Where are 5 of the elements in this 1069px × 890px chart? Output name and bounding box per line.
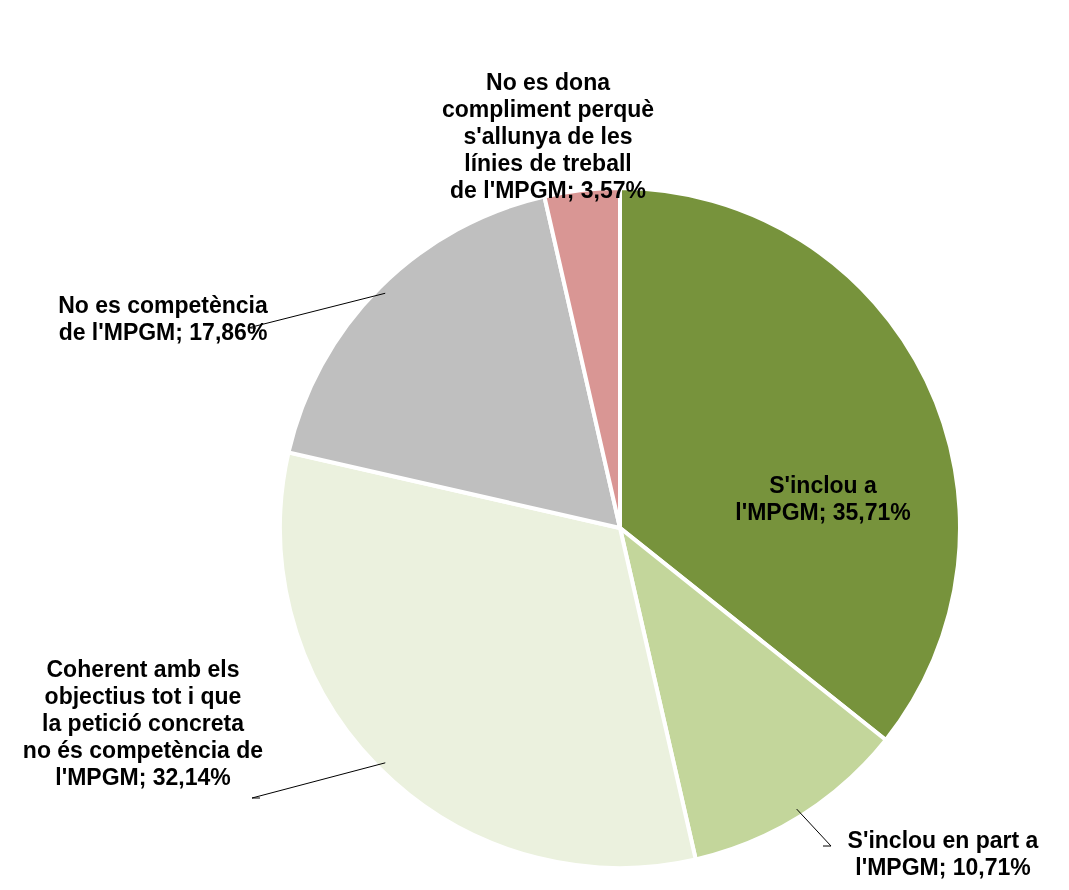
slice-label: No es dona compliment perquè s'allunya de les línies de treball de l'MPGM; 3,57% <box>441 69 655 203</box>
slice-label: S'inclou a l'MPGM; 35,71% <box>735 471 911 525</box>
slice-label: Coherent amb els objectius tot i que la petició concreta no és competència de l'MPGM; 32,14% <box>22 656 264 790</box>
slice-label: S'inclou en part a l'MPGM; 10,71% <box>847 826 1039 880</box>
slice-label: No es competència de l'MPGM; 17,86% <box>58 291 269 345</box>
